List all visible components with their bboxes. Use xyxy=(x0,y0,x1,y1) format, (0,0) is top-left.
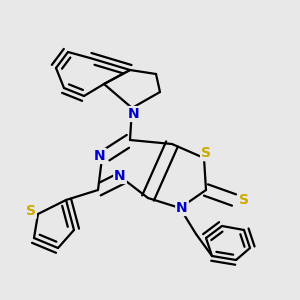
Text: N: N xyxy=(128,107,140,121)
Text: S: S xyxy=(239,193,249,207)
Text: N: N xyxy=(176,201,188,215)
Text: N: N xyxy=(94,149,106,163)
Text: N: N xyxy=(114,169,126,183)
Text: S: S xyxy=(26,204,36,218)
Text: S: S xyxy=(201,146,211,160)
